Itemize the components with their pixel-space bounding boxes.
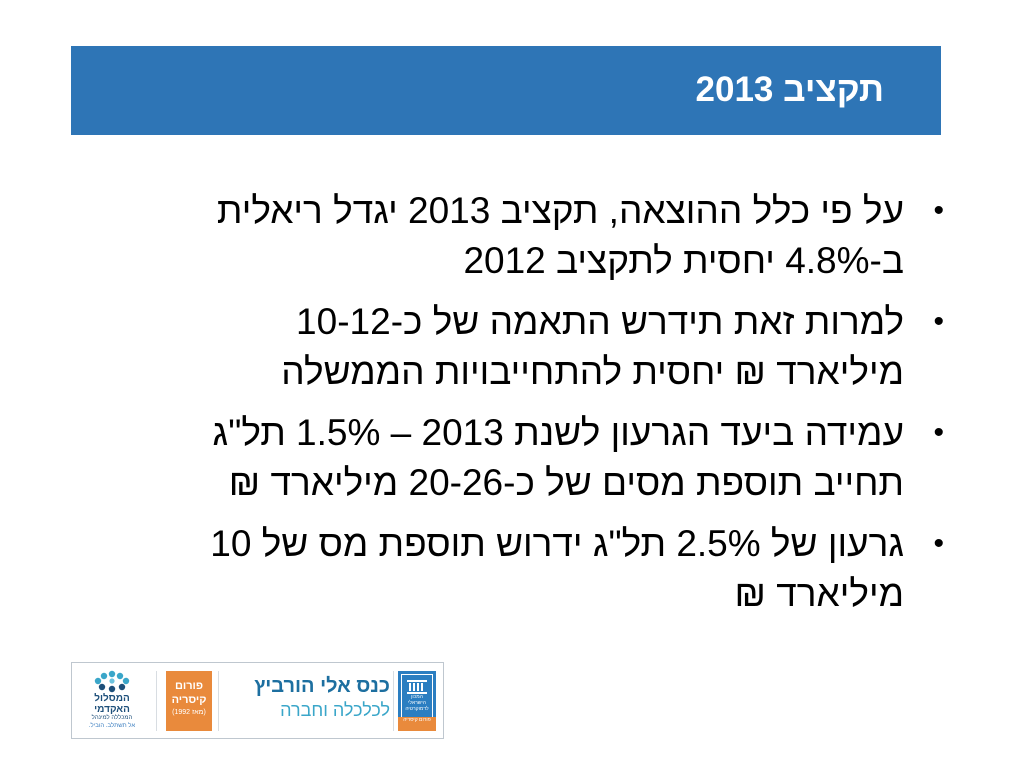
logo-divider bbox=[218, 671, 219, 731]
conference-logo-name: כנס אלי הורביץ bbox=[254, 675, 390, 697]
bullet-icon: • bbox=[933, 416, 944, 449]
bullet-text-line: עמידה ביעד הגרעון לשנת 2013 – 1.5% תל"ג bbox=[212, 412, 904, 453]
logo-divider bbox=[393, 671, 394, 731]
title-bar: תקציב 2013 bbox=[71, 46, 941, 135]
bullet-text-line: מיליארד ₪ bbox=[734, 573, 904, 614]
academic-track-logo: המסלול האקדמי המכללה למינהל אל תשתלב. הו… bbox=[76, 667, 148, 735]
bullet-text-line: על פי כלל ההוצאה, תקציב 2013 יגדל ריאלית bbox=[216, 190, 904, 231]
caesarea-forum-logo: פורום קיסריה (מאז 1992) bbox=[166, 671, 212, 731]
dots-circle-icon bbox=[94, 670, 130, 693]
logo-divider bbox=[156, 671, 157, 731]
bullet-text-line: ב-4.8% יחסית לתקציב 2012 bbox=[463, 240, 904, 281]
academic-logo-name: המסלול האקדמי bbox=[94, 693, 130, 715]
bullet-text-line: גרעון של 2.5% תל"ג ידרוש תוספת מס של 10 bbox=[210, 523, 904, 564]
bullet-item: • גרעון של 2.5% תל"ג ידרוש תוספת מס של 1… bbox=[80, 519, 950, 619]
bullet-item: • למרות זאת תידרש התאמה של כ-10-12 מיליא… bbox=[80, 297, 950, 397]
slide-title: תקציב 2013 bbox=[695, 70, 884, 109]
bullet-item: • עמידה ביעד הגרעון לשנת 2013 – 1.5% תל"… bbox=[80, 408, 950, 508]
bullet-item: • על פי כלל ההוצאה, תקציב 2013 יגדל ריאל… bbox=[80, 186, 950, 286]
idi-logo-bottom: פורום קיסריה bbox=[398, 717, 436, 731]
bullet-text-line: תחייב תוספת מסים של כ-20-26 מיליארד ₪ bbox=[228, 462, 904, 503]
bullet-icon: • bbox=[933, 305, 944, 338]
conference-logo-subtitle: לכלכלה וחברה bbox=[280, 700, 390, 720]
footer-logo-strip: המסלול האקדמי המכללה למינהל אל תשתלב. הו… bbox=[71, 662, 444, 739]
eli-hurvitz-conference-logo: כנס אלי הורביץ לכלכלה וחברה bbox=[222, 673, 390, 729]
academic-logo-subtitle: המכללה למינהל bbox=[91, 715, 133, 721]
bullet-icon: • bbox=[933, 194, 944, 227]
idi-logo-name: המכון הישראלי לדמוקרטיה bbox=[405, 694, 429, 712]
idi-logo: המכון הישראלי לדמוקרטיה פורום קיסריה bbox=[398, 671, 436, 731]
forum-logo-line1: פורום bbox=[174, 680, 204, 692]
building-icon bbox=[407, 680, 427, 694]
academic-logo-tagline: אל תשתלב. הוביל. bbox=[88, 723, 136, 729]
bullet-list: • על פי כלל ההוצאה, תקציב 2013 יגדל ריאל… bbox=[80, 186, 950, 630]
forum-logo-line2: קיסריה bbox=[171, 694, 207, 706]
forum-logo-since: (מאז 1992) bbox=[172, 709, 206, 716]
bullet-text-line: למרות זאת תידרש התאמה של כ-10-12 bbox=[296, 301, 904, 342]
bullet-text-line: מיליארד ₪ יחסית להתחייבויות הממשלה bbox=[281, 351, 904, 392]
bullet-icon: • bbox=[933, 527, 944, 560]
